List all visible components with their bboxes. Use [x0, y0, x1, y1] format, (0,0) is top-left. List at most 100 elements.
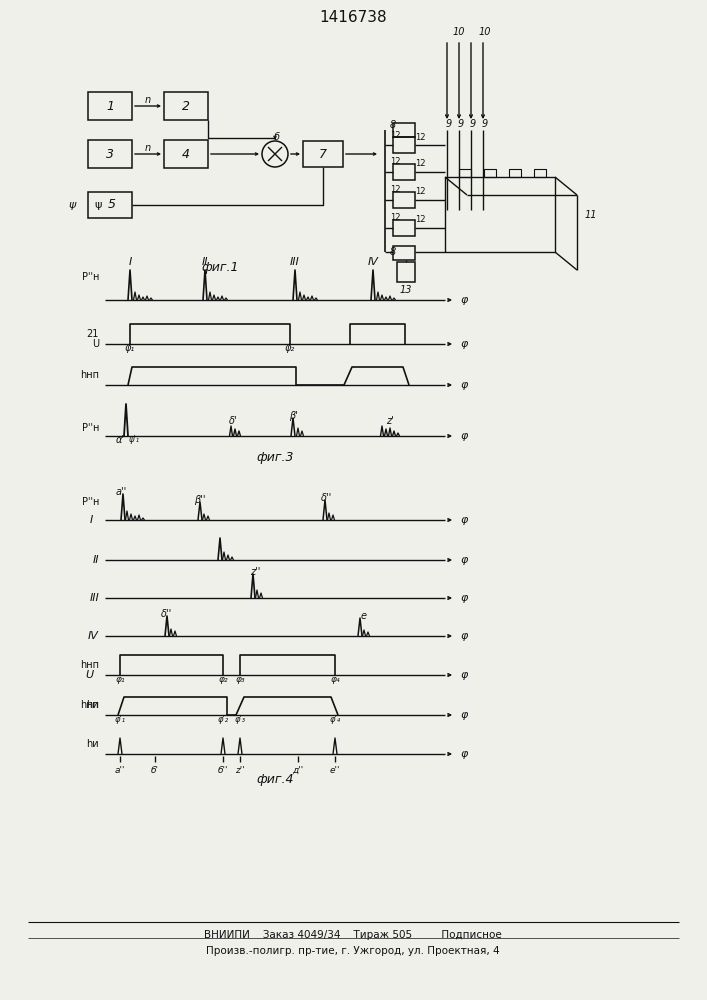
Text: 13: 13 — [399, 285, 412, 295]
Text: z'': z'' — [235, 766, 245, 775]
Bar — [459, 169, 471, 177]
Text: IV: IV — [88, 631, 99, 641]
Text: P''н: P''н — [81, 497, 99, 507]
Text: 9: 9 — [470, 119, 476, 129]
Bar — [393, 137, 415, 153]
Text: U: U — [85, 670, 93, 680]
Text: Произв.-полигр. пр-тие, г. Ужгород, ул. Проектная, 4: Произв.-полигр. пр-тие, г. Ужгород, ул. … — [206, 946, 500, 956]
Text: φ: φ — [460, 710, 467, 720]
Text: II: II — [93, 555, 99, 565]
Text: φ₃: φ₃ — [235, 674, 245, 684]
Text: 9: 9 — [458, 119, 464, 129]
Text: φ'₁: φ'₁ — [115, 714, 126, 724]
Text: фиг.3: фиг.3 — [256, 452, 293, 464]
Text: 10: 10 — [452, 27, 465, 37]
Bar — [397, 262, 415, 282]
Text: β': β' — [288, 411, 298, 421]
Text: e'': e'' — [329, 766, 340, 775]
Text: φ: φ — [460, 670, 467, 680]
Bar — [303, 141, 343, 167]
Text: φ: φ — [460, 631, 467, 641]
Text: 10: 10 — [479, 27, 491, 37]
Text: hнп: hнп — [80, 660, 99, 670]
Bar — [88, 140, 132, 168]
Text: δ'': δ'' — [161, 609, 173, 619]
Text: φ'₃: φ'₃ — [235, 714, 245, 724]
Bar — [484, 169, 496, 177]
Text: φ: φ — [460, 515, 467, 525]
Text: P''н: P''н — [81, 423, 99, 433]
Bar — [534, 169, 546, 177]
Text: 21: 21 — [87, 329, 99, 339]
Text: б: б — [274, 132, 280, 142]
Text: 8: 8 — [390, 120, 396, 130]
Text: hи: hи — [86, 739, 99, 749]
Text: a'': a'' — [115, 766, 125, 775]
Text: I: I — [90, 515, 93, 525]
Text: фиг.1: фиг.1 — [201, 260, 239, 273]
Text: z'': z'' — [250, 567, 260, 577]
Text: e: e — [361, 611, 367, 621]
Bar — [393, 246, 415, 260]
Text: 4: 4 — [182, 147, 190, 160]
Text: φ: φ — [460, 380, 467, 390]
Text: 12: 12 — [390, 214, 400, 223]
Bar — [164, 140, 208, 168]
Text: φ: φ — [460, 593, 467, 603]
Text: φ'₄: φ'₄ — [329, 714, 341, 724]
Text: ψ: ψ — [69, 200, 76, 210]
Text: 9: 9 — [482, 119, 488, 129]
Text: ψ'₁: ψ'₁ — [129, 436, 139, 444]
Text: δ': δ' — [228, 416, 238, 426]
Bar — [88, 192, 132, 218]
Text: P''н: P''н — [81, 272, 99, 282]
Bar — [164, 92, 208, 120]
Text: z': z' — [386, 416, 394, 426]
Text: φ₂: φ₂ — [285, 343, 295, 353]
Text: hнп: hнп — [80, 700, 99, 710]
Text: hи: hи — [86, 700, 99, 710]
Text: 12: 12 — [415, 159, 425, 168]
Text: I: I — [129, 257, 132, 267]
Text: II: II — [201, 257, 209, 267]
Text: III: III — [89, 593, 99, 603]
Bar — [393, 220, 415, 236]
Text: α': α' — [115, 435, 124, 445]
Text: φ: φ — [460, 431, 467, 441]
Bar — [88, 92, 132, 120]
Text: φ: φ — [460, 555, 467, 565]
Text: ВНИИПИ    Заказ 4049/34    Тираж 505         Подписное: ВНИИПИ Заказ 4049/34 Тираж 505 Подписное — [204, 930, 502, 940]
Text: III: III — [290, 257, 300, 267]
Bar — [393, 192, 415, 208]
Text: 8: 8 — [390, 247, 396, 257]
Text: φ₁: φ₁ — [125, 343, 135, 353]
Bar — [393, 123, 415, 137]
Text: hнп: hнп — [80, 370, 99, 380]
Text: φ: φ — [460, 339, 467, 349]
Text: φ'₂: φ'₂ — [218, 714, 228, 724]
Text: a'': a'' — [115, 487, 127, 497]
Text: β'': β'' — [194, 495, 206, 505]
Text: 5: 5 — [108, 198, 116, 212]
Text: n: n — [145, 143, 151, 153]
Text: 3: 3 — [106, 147, 114, 160]
Text: 12: 12 — [390, 186, 400, 194]
Text: ψ: ψ — [94, 200, 102, 210]
Text: φ₁: φ₁ — [115, 674, 125, 684]
Text: д'': д'' — [293, 766, 303, 775]
Text: 9: 9 — [446, 119, 452, 129]
Text: 7: 7 — [319, 147, 327, 160]
Text: 12: 12 — [415, 188, 425, 196]
Text: φ: φ — [460, 295, 467, 305]
Text: 12: 12 — [415, 216, 425, 225]
Text: n: n — [145, 95, 151, 105]
Text: δ'': δ'' — [322, 493, 332, 503]
Text: б'': б'' — [218, 766, 228, 775]
Text: 1416738: 1416738 — [319, 10, 387, 25]
Text: U: U — [92, 339, 99, 349]
Text: IV: IV — [368, 257, 378, 267]
Text: фиг.4: фиг.4 — [256, 774, 293, 786]
Text: 12: 12 — [390, 157, 400, 166]
Text: 1: 1 — [106, 100, 114, 112]
Text: 2: 2 — [182, 100, 190, 112]
